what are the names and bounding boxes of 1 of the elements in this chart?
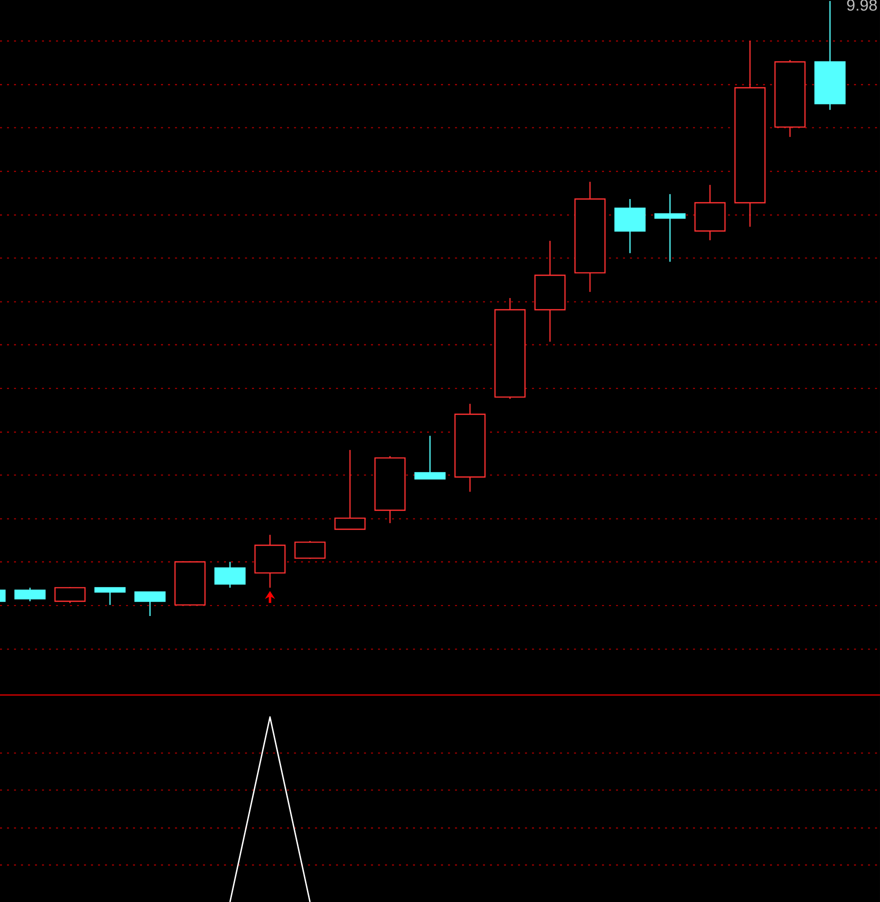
candlestick <box>654 194 686 262</box>
